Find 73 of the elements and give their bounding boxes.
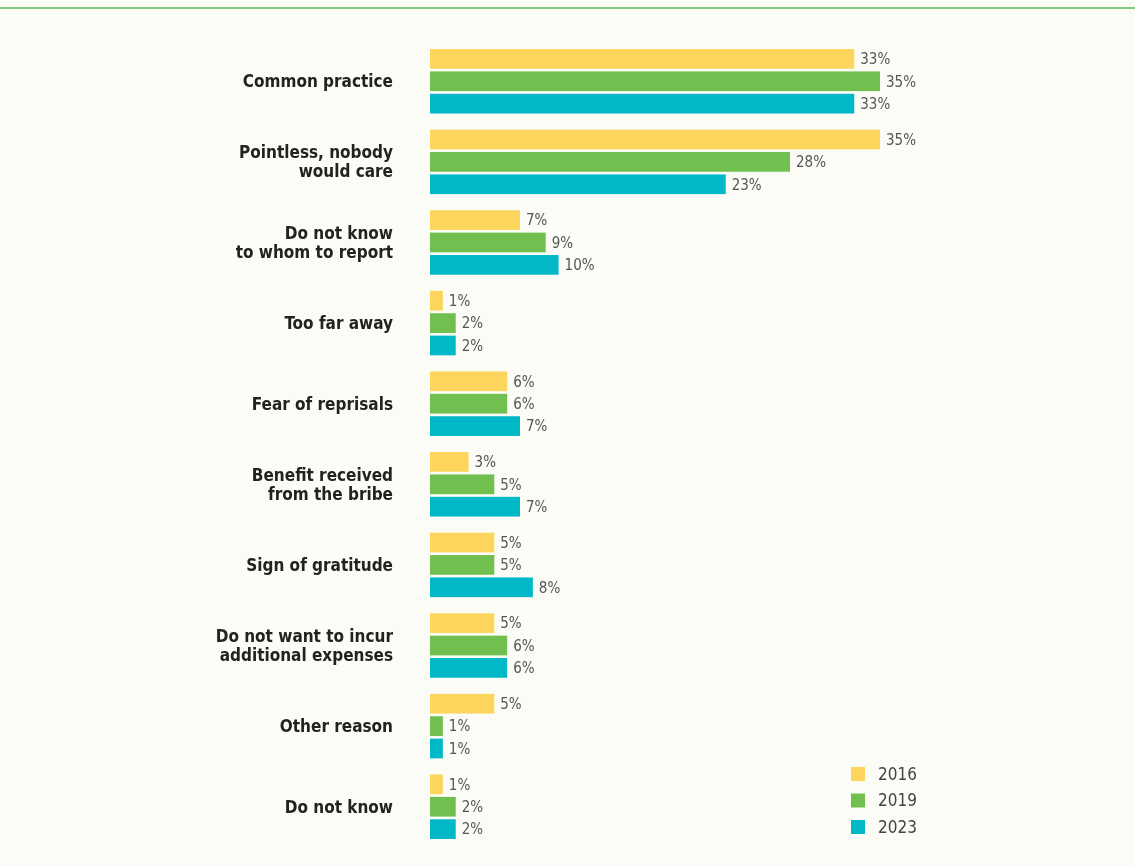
data-label: 35% — [886, 72, 917, 91]
bar — [430, 693, 495, 714]
y-tick-label: Do not know — [284, 796, 393, 817]
bar — [430, 452, 469, 472]
bar — [430, 49, 855, 69]
data-label: 35% — [886, 130, 917, 149]
bar — [430, 71, 880, 92]
bar — [430, 819, 456, 839]
bar — [430, 152, 790, 172]
data-label: 1% — [448, 717, 471, 736]
data-label: 1% — [448, 291, 471, 310]
bar — [430, 613, 495, 633]
y-tick-label: Do not want to incur additional expenses — [215, 626, 394, 665]
y-tick-label: Do not know to whom to report — [235, 223, 393, 262]
data-label: 2% — [461, 820, 484, 839]
data-label: 6% — [513, 659, 535, 678]
legend-label: 2023 — [878, 816, 917, 837]
data-label: 23% — [731, 175, 762, 194]
bar — [430, 174, 726, 195]
data-label: 33% — [860, 50, 891, 69]
data-label: 3% — [474, 453, 497, 472]
y-tick-label: Sign of gratitude — [246, 554, 393, 575]
bar — [430, 496, 520, 517]
data-label: 2% — [461, 797, 484, 816]
data-label: 2% — [461, 336, 484, 355]
data-label: 1% — [448, 775, 471, 794]
data-label: 5% — [500, 533, 522, 552]
data-label: 1% — [448, 739, 471, 758]
data-label: 6% — [513, 394, 535, 413]
bar — [430, 796, 456, 817]
data-label: 28% — [796, 153, 827, 172]
bar — [430, 716, 443, 736]
bar — [430, 393, 508, 414]
data-label: 8% — [538, 578, 561, 597]
data-label: 5% — [500, 614, 522, 633]
bar — [430, 774, 443, 795]
bar — [430, 371, 508, 392]
data-label: 2% — [461, 314, 484, 333]
y-tick-label: Other reason — [279, 716, 393, 737]
data-label: 10% — [564, 256, 595, 275]
data-label: 7% — [526, 417, 548, 436]
legend-label: 2019 — [878, 790, 917, 811]
data-label: 33% — [860, 94, 891, 113]
bar — [430, 290, 443, 311]
bar — [430, 255, 559, 275]
data-label: 5% — [500, 475, 522, 494]
bar — [430, 532, 495, 553]
bar — [430, 129, 880, 150]
data-label: 7% — [526, 211, 548, 230]
bar — [430, 416, 520, 436]
data-label: 5% — [500, 694, 522, 713]
y-tick-label: Common practice — [242, 71, 393, 92]
y-tick-label: Pointless, nobody would care — [239, 142, 394, 182]
data-label: 9% — [551, 233, 574, 252]
bar — [430, 577, 533, 598]
bar — [430, 210, 520, 230]
y-tick-label: Benefit received from the bribe — [251, 464, 393, 504]
data-label: 5% — [500, 556, 522, 575]
bar — [430, 313, 456, 333]
bar — [430, 658, 508, 678]
bar — [430, 335, 456, 356]
y-tick-label: Fear of reprisals — [251, 393, 393, 414]
y-tick-label: Too far away — [284, 313, 394, 334]
data-label: 6% — [513, 372, 535, 391]
bar — [430, 232, 546, 253]
bar — [430, 738, 443, 759]
bar — [430, 93, 855, 114]
bar — [430, 555, 495, 575]
legend-label: 2016 — [878, 763, 917, 784]
data-label: 7% — [526, 497, 548, 516]
data-label: 6% — [513, 636, 535, 655]
bar — [430, 635, 508, 656]
bar — [430, 474, 495, 495]
